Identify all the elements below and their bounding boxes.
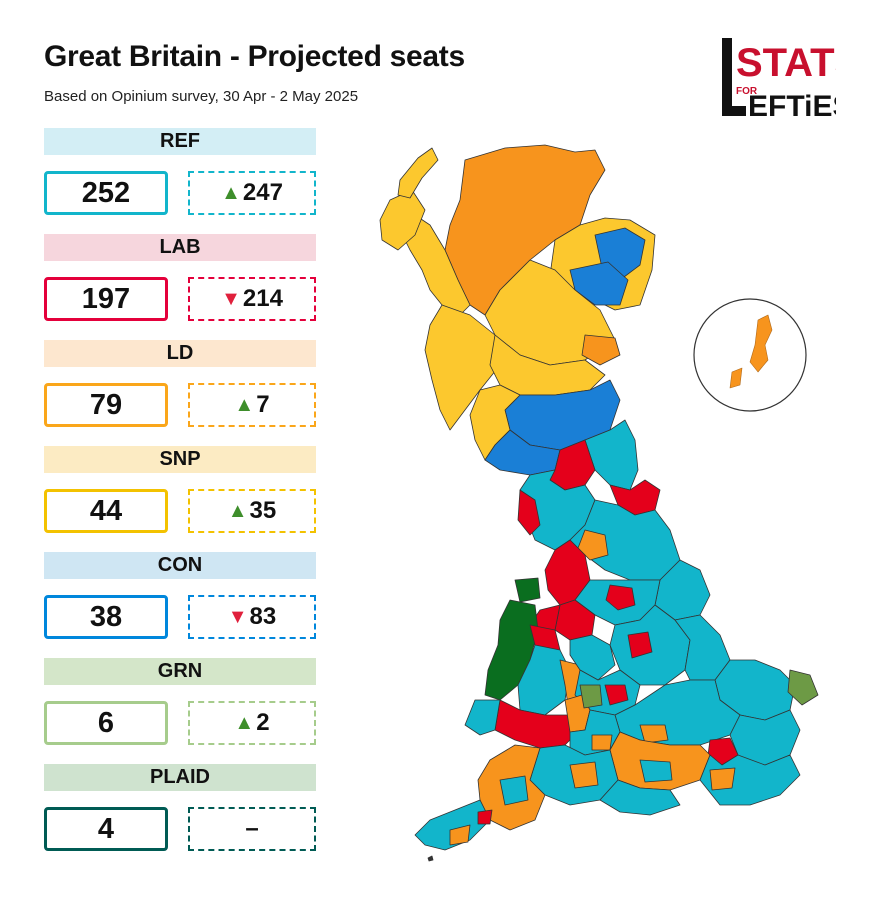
party-panel-plaid: PLAID 4 – bbox=[44, 764, 316, 855]
stats-for-lefties-logo: STATS FOR EFTiES bbox=[722, 38, 836, 118]
seat-change-value: – bbox=[245, 815, 259, 842]
logo-text-lefties: EFTiES bbox=[748, 90, 836, 118]
seat-change: ▲2 bbox=[188, 701, 316, 745]
map-region-highlands bbox=[444, 144, 606, 316]
map-region-shetland bbox=[749, 314, 773, 373]
map-region-ld-somerset bbox=[569, 761, 599, 789]
map-region-isles-of-scilly bbox=[427, 855, 434, 862]
seat-count: 6 bbox=[44, 701, 168, 745]
increase-arrow-icon: ▲ bbox=[227, 500, 248, 522]
map-region-ref-devon bbox=[499, 775, 529, 806]
map-region-ref-hampshire bbox=[639, 759, 673, 783]
party-label: GRN bbox=[44, 658, 316, 685]
seat-change: ▼83 bbox=[188, 595, 316, 639]
seat-count: 252 bbox=[44, 171, 168, 215]
seat-change-value: 7 bbox=[256, 391, 270, 418]
seat-change-value: 214 bbox=[242, 285, 283, 312]
party-panel-ld: LD 79 ▲7 bbox=[44, 340, 316, 431]
party-panel-ref: REF 252 ▲247 bbox=[44, 128, 316, 219]
increase-arrow-icon: ▲ bbox=[221, 182, 241, 204]
logo-text-stats: STATS bbox=[736, 41, 836, 85]
map-region-outer-hebrides bbox=[397, 147, 439, 199]
seat-change: ▲7 bbox=[188, 383, 316, 427]
increase-arrow-icon: ▲ bbox=[234, 712, 255, 734]
map-region-grn-norfolk bbox=[787, 669, 819, 706]
seat-change: ▼214 bbox=[188, 277, 316, 321]
seat-count: 197 bbox=[44, 277, 168, 321]
map-region-kent-sussex bbox=[699, 754, 801, 806]
seat-change-value: 83 bbox=[249, 603, 277, 630]
chart-title: Great Britain - Projected seats bbox=[44, 40, 465, 73]
map-region-ld-dales bbox=[577, 529, 609, 561]
map-region-lab-east-mids bbox=[627, 631, 653, 659]
map-region-lab-plymouth bbox=[477, 809, 493, 825]
seat-change-value: 35 bbox=[249, 497, 277, 524]
map-region-ld-oxford bbox=[639, 724, 669, 744]
party-panel-lab: LAB 197 ▼214 bbox=[44, 234, 316, 325]
increase-arrow-icon: ▲ bbox=[234, 394, 255, 416]
map-region-ld-surrey bbox=[709, 767, 736, 791]
party-label: SNP bbox=[44, 446, 316, 473]
seat-count: 44 bbox=[44, 489, 168, 533]
map-region-ld-cotswolds bbox=[591, 734, 613, 751]
logo-text-for: FOR bbox=[736, 86, 758, 97]
chart-subtitle: Based on Opinium survey, 30 Apr - 2 May … bbox=[44, 88, 359, 105]
seat-change-value: 2 bbox=[256, 709, 270, 736]
seat-change-value: 247 bbox=[242, 179, 283, 206]
decrease-arrow-icon: ▼ bbox=[227, 606, 248, 628]
map-region-anglesey bbox=[514, 577, 541, 603]
map-region-skye bbox=[379, 189, 426, 251]
map-region-shetland-south bbox=[729, 367, 743, 389]
seat-change: ▲247 bbox=[188, 171, 316, 215]
map-region-grn-herefordshire bbox=[579, 684, 603, 709]
map-region-dorset bbox=[599, 779, 681, 816]
map-region-lab-birmingham bbox=[604, 684, 629, 706]
map-region-northumberland bbox=[584, 419, 639, 491]
map-region-cornwall bbox=[414, 799, 491, 851]
map-region-pembroke bbox=[464, 699, 501, 736]
shetland-inset-frame bbox=[693, 298, 807, 412]
map-region-ld-cornwall bbox=[449, 824, 471, 846]
seat-count: 79 bbox=[44, 383, 168, 427]
seat-count: 4 bbox=[44, 807, 168, 851]
map-region-argyll bbox=[424, 304, 501, 431]
party-panel-snp: SNP 44 ▲35 bbox=[44, 446, 316, 537]
gb-constituency-map bbox=[379, 144, 819, 862]
map-region-ld-fife bbox=[581, 334, 621, 366]
map-region-cheshire bbox=[569, 634, 616, 681]
seat-count: 38 bbox=[44, 595, 168, 639]
map-region-lab-yorks-cities bbox=[605, 584, 636, 611]
party-label: PLAID bbox=[44, 764, 316, 791]
party-label: CON bbox=[44, 552, 316, 579]
party-label: REF bbox=[44, 128, 316, 155]
seat-change: – bbox=[188, 807, 316, 851]
map-region-lab-west-cumbria bbox=[517, 489, 541, 536]
seat-change: ▲35 bbox=[188, 489, 316, 533]
party-panel-con: CON 38 ▼83 bbox=[44, 552, 316, 643]
party-label: LAB bbox=[44, 234, 316, 261]
decrease-arrow-icon: ▼ bbox=[221, 288, 241, 310]
party-panel-grn: GRN 6 ▲2 bbox=[44, 658, 316, 749]
party-label: LD bbox=[44, 340, 316, 367]
